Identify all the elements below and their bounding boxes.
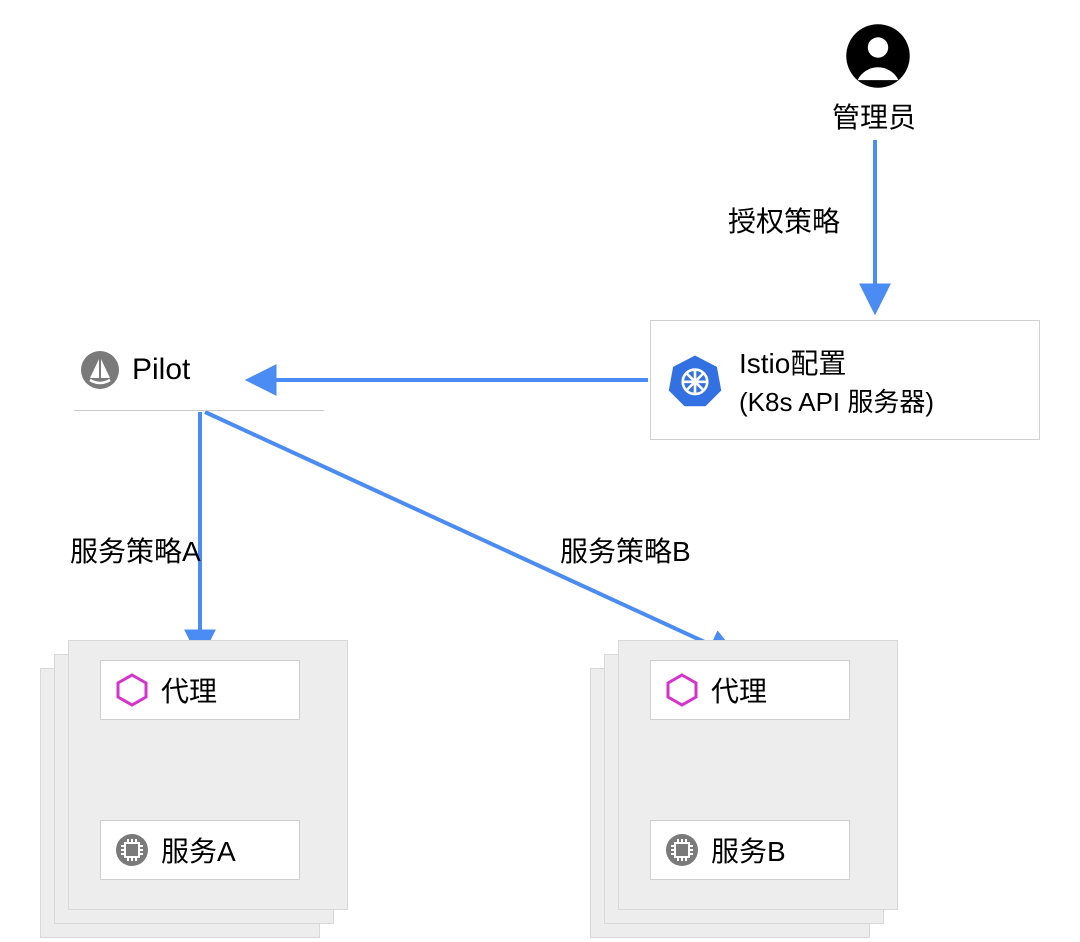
edge-label-admin-to-k8s: 授权策略 [728, 200, 840, 240]
admin-label: 管理员 [832, 96, 916, 136]
kubernetes-icon [667, 352, 723, 408]
admin-node [838, 22, 918, 95]
k8s-label-line1: Istio配置 [739, 342, 846, 382]
pilot-icon [80, 350, 120, 390]
pod-b-proxy-label: 代理 [711, 670, 767, 710]
user-icon [844, 22, 912, 90]
pilot-label: Pilot [132, 353, 190, 387]
edge-label-pilot-to-pod-a: 服务策略A [70, 530, 201, 570]
pod-a-service-box: 服务A [100, 820, 300, 880]
k8s-config-box: Istio配置 (K8s API 服务器) [650, 320, 1040, 440]
pilot-divider [74, 410, 324, 411]
k8s-label-line2: (K8s API 服务器) [739, 382, 934, 419]
pilot-node: Pilot [80, 350, 190, 390]
pod-a-proxy-label: 代理 [161, 670, 217, 710]
pod-b-service-label: 服务B [711, 830, 786, 870]
hexagon-icon [665, 673, 699, 707]
chip-icon [665, 833, 699, 867]
chip-icon [115, 833, 149, 867]
pod-b-service-box: 服务B [650, 820, 850, 880]
pod-a-proxy-box: 代理 [100, 660, 300, 720]
pod-a-service-label: 服务A [161, 830, 236, 870]
hexagon-icon [115, 673, 149, 707]
diagram-canvas: 管理员 Istio配置 (K8s API 服务器) [0, 0, 1080, 942]
edge-label-pilot-to-pod-b: 服务策略B [560, 530, 691, 570]
pod-b-proxy-box: 代理 [650, 660, 850, 720]
